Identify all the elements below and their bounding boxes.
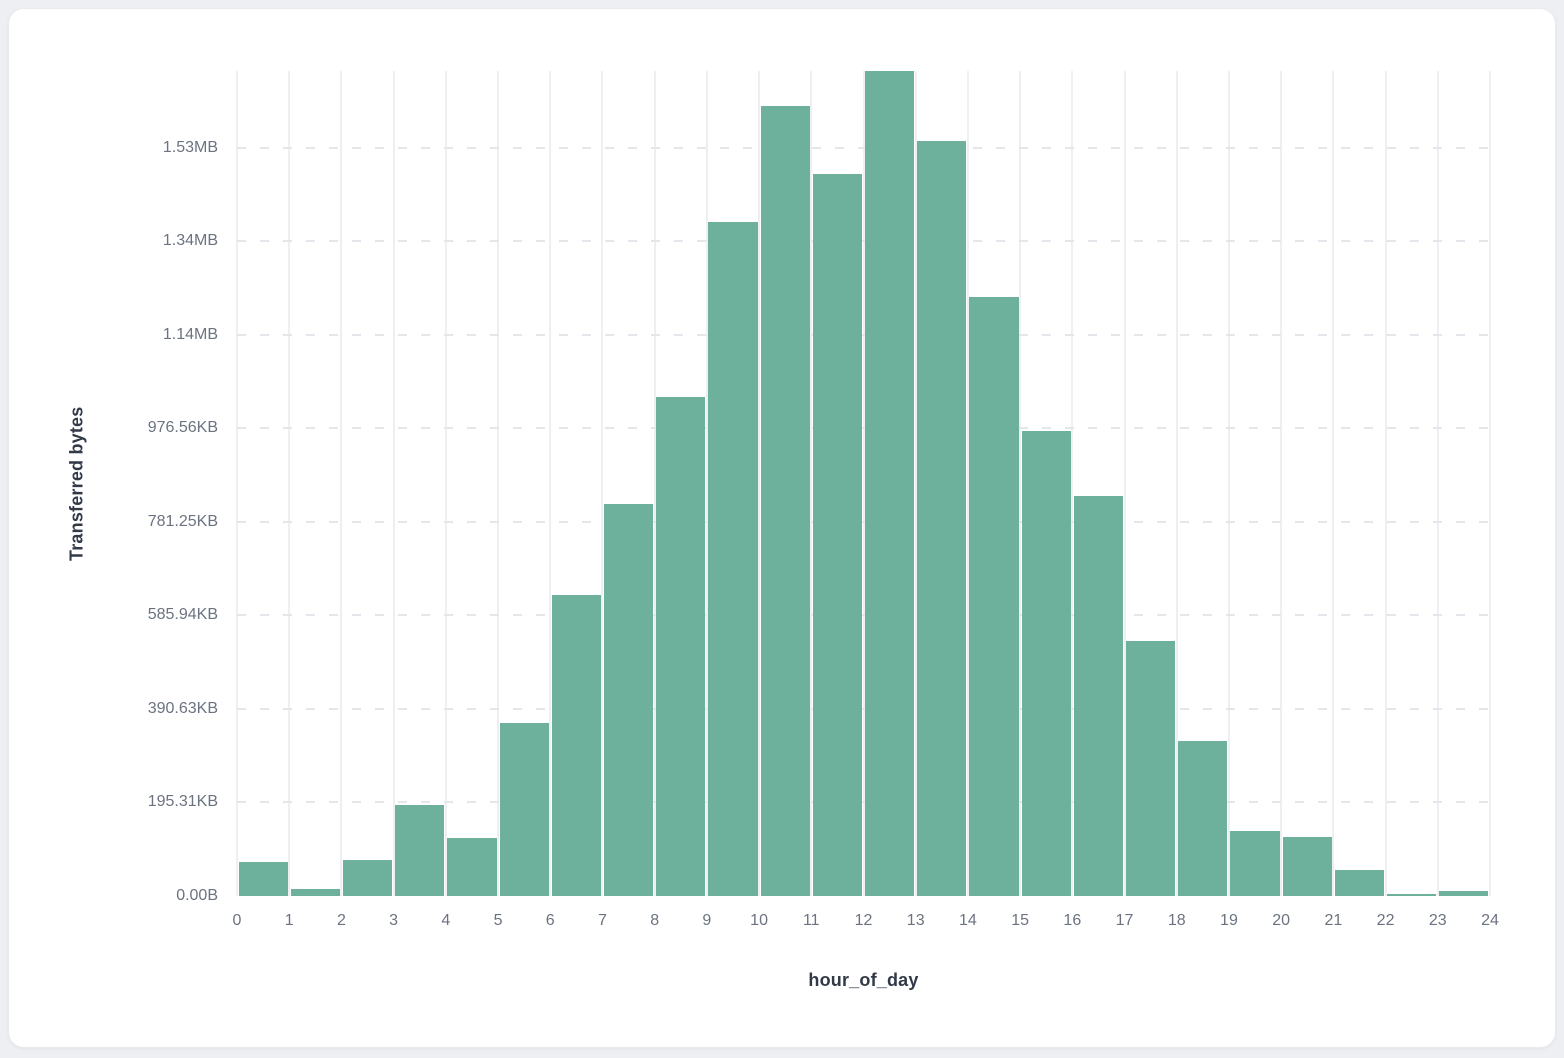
gridline-vertical [288, 71, 291, 896]
x-tick-label: 14 [959, 912, 977, 929]
x-tick-label: 1 [284, 912, 294, 929]
y-tick-label: 1.53MB [162, 138, 218, 156]
x-tick-label: 20 [1272, 912, 1291, 929]
x-tick-label: 13 [906, 912, 925, 929]
y-tick-label: 585.94KB [147, 606, 218, 624]
x-tick-label: 12 [854, 912, 873, 929]
x-tick-label: 19 [1220, 912, 1238, 929]
histogram-bar-hour-19[interactable] [1230, 830, 1280, 896]
histogram-bar-hour-21[interactable] [1334, 869, 1385, 896]
y-axis-title: Transferred bytes [66, 406, 87, 561]
gridline-vertical [340, 71, 343, 896]
gridline-horizontal [237, 801, 1490, 804]
gridline-horizontal [237, 240, 1490, 243]
gridline-vertical [810, 71, 813, 896]
histogram-bar-hour-20[interactable] [1282, 837, 1332, 896]
gridline-vertical [1436, 71, 1439, 896]
histogram-bar-hour-4[interactable] [447, 838, 497, 896]
gridline-vertical [1123, 71, 1126, 896]
x-tick-label: 3 [389, 912, 399, 929]
histogram-bar-hour-22[interactable] [1387, 893, 1437, 896]
histogram-bar-hour-13[interactable] [917, 141, 967, 896]
gridline-vertical [1227, 71, 1230, 896]
gridline-vertical [601, 71, 604, 896]
y-tick-label: 390.63KB [147, 699, 218, 717]
gridline-vertical [966, 71, 969, 896]
gridline-vertical [1019, 71, 1022, 896]
y-tick-label: 195.31KB [147, 793, 218, 811]
x-tick-label: 16 [1063, 912, 1082, 929]
histogram-bar-hour-5[interactable] [499, 723, 549, 896]
gridline-vertical [1071, 71, 1074, 896]
gridline-vertical [914, 71, 917, 896]
histogram-bar-hour-3[interactable] [395, 804, 445, 896]
histogram-bar-hour-9[interactable] [708, 222, 758, 896]
gridline-vertical [1280, 71, 1283, 896]
gridline-vertical [1384, 71, 1387, 896]
histogram-bar-hour-7[interactable] [603, 504, 654, 896]
histogram-bar-hour-16[interactable] [1073, 495, 1124, 896]
y-tick-label: 1.14MB [162, 325, 218, 343]
x-tick-label: 6 [545, 912, 555, 929]
gridline-vertical [549, 71, 552, 896]
gridline-vertical [1332, 71, 1335, 896]
y-tick-label: 976.56KB [147, 419, 218, 437]
x-tick-label: 4 [441, 912, 451, 929]
gridline-horizontal [237, 707, 1490, 710]
histogram-bar-hour-12[interactable] [865, 71, 915, 896]
gridline-vertical [497, 71, 500, 896]
x-tick-label: 9 [702, 912, 712, 929]
x-tick-label: 21 [1324, 912, 1343, 929]
x-tick-label: 11 [802, 912, 820, 929]
x-tick-label: 7 [598, 912, 607, 929]
gridline-vertical [392, 71, 395, 896]
histogram-bar-hour-23[interactable] [1439, 891, 1489, 896]
gridline-vertical [705, 71, 708, 896]
histogram-bar-hour-2[interactable] [342, 859, 393, 896]
x-tick-label: 0 [232, 912, 242, 929]
histogram-bar-hour-17[interactable] [1126, 640, 1176, 896]
x-tick-label: 24 [1481, 912, 1499, 929]
x-tick-label: 2 [336, 912, 346, 929]
gridline-horizontal [237, 427, 1490, 430]
histogram-bar-hour-6[interactable] [551, 595, 601, 896]
histogram-bar-hour-8[interactable] [656, 396, 706, 896]
x-tick-label: 10 [750, 912, 768, 929]
gridline-horizontal [237, 614, 1490, 617]
histogram-bar-hour-10[interactable] [760, 105, 810, 896]
gridline-vertical [236, 71, 238, 896]
gridline-vertical [862, 71, 865, 896]
histogram-bar-hour-15[interactable] [1021, 430, 1071, 896]
y-tick-label: 1.34MB [162, 232, 218, 250]
gridline-horizontal [237, 146, 1490, 149]
gridline-vertical [758, 71, 761, 896]
gridline-horizontal [237, 520, 1490, 523]
histogram-bar-hour-14[interactable] [969, 297, 1019, 896]
histogram-bar-hour-0[interactable] [238, 862, 288, 896]
histogram-bar-hour-1[interactable] [290, 889, 340, 896]
y-tick-label: 0.00B [176, 887, 218, 904]
x-tick-label: 23 [1428, 912, 1447, 929]
gridline-vertical [444, 71, 447, 896]
gridline-horizontal [237, 333, 1490, 336]
x-tick-label: 18 [1167, 912, 1186, 929]
x-tick-label: 15 [1011, 912, 1030, 929]
gridline-vertical [1489, 71, 1491, 896]
gridline-vertical [1175, 71, 1178, 896]
x-axis-title: hour_of_day [808, 970, 919, 990]
x-tick-label: 5 [493, 912, 503, 929]
x-tick-label: 8 [650, 912, 660, 929]
histogram-bar-hour-11[interactable] [812, 173, 862, 896]
x-tick-label: 22 [1376, 912, 1395, 929]
histogram-bar-hour-18[interactable] [1178, 741, 1228, 896]
x-tick-label: 17 [1115, 912, 1134, 929]
gridline-vertical [653, 71, 656, 896]
y-tick-label: 781.25KB [147, 512, 218, 530]
